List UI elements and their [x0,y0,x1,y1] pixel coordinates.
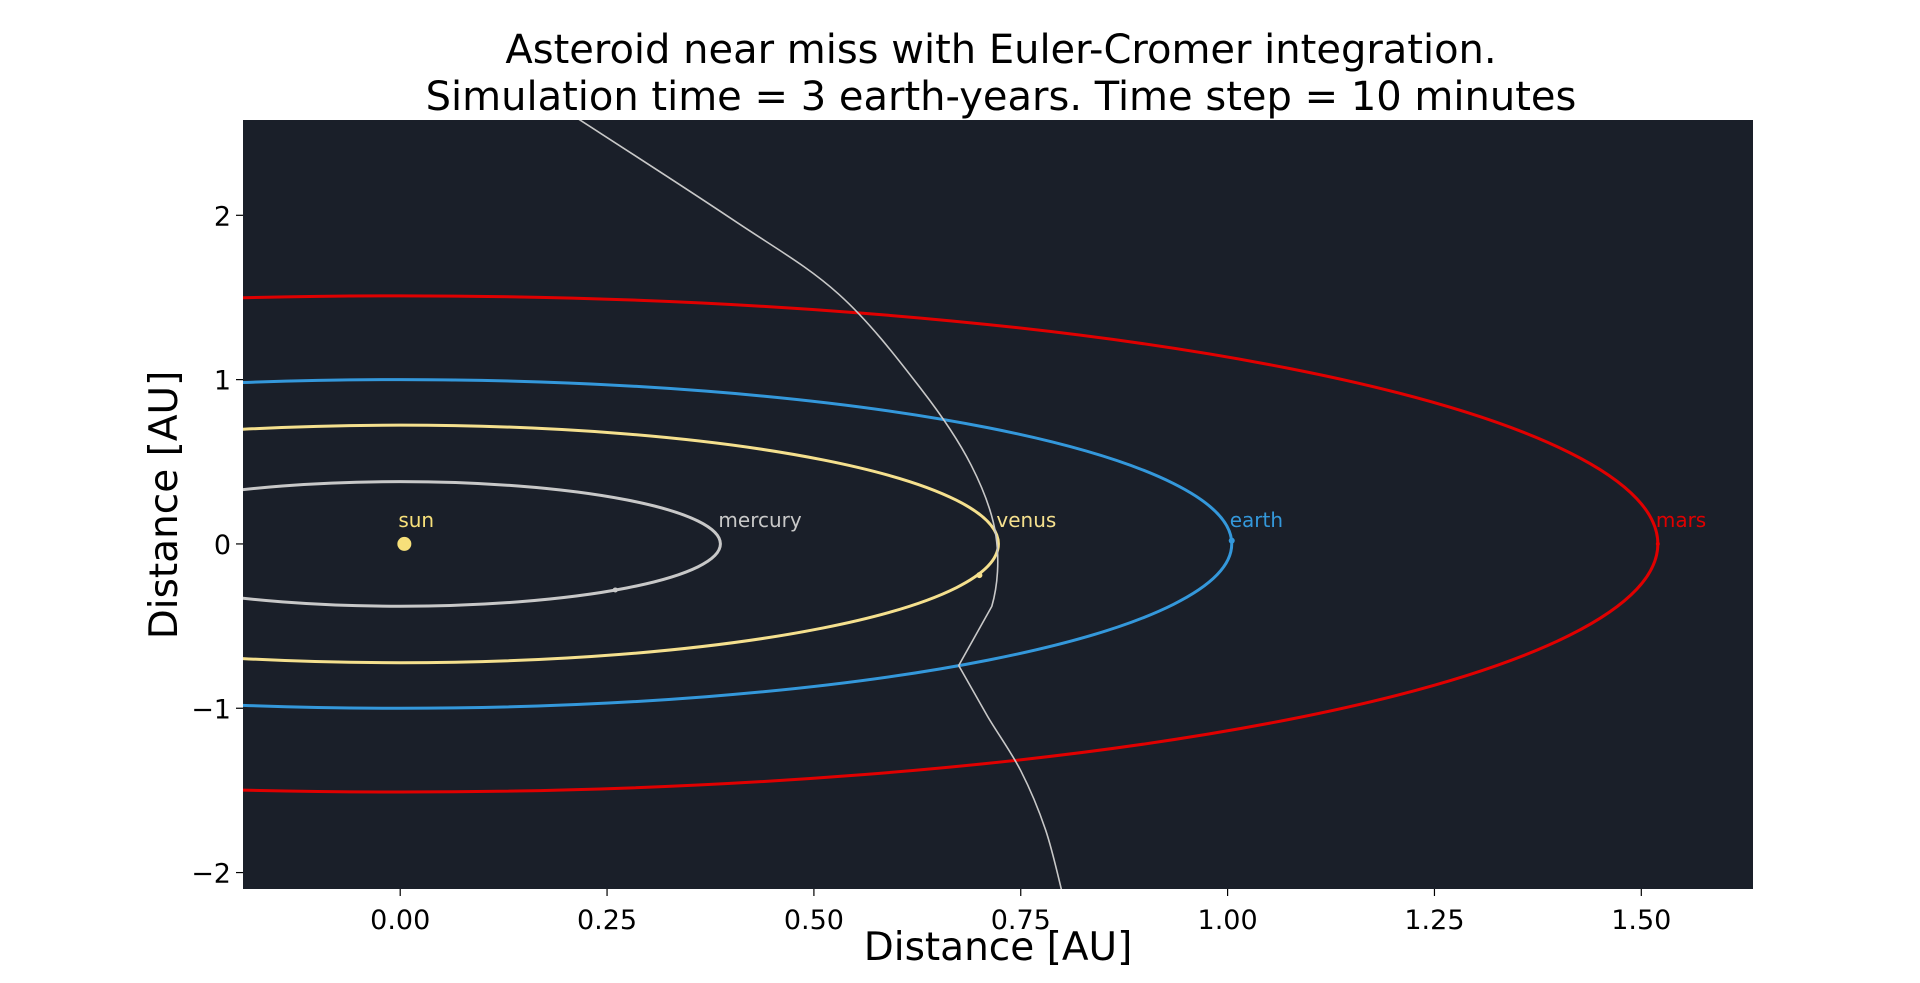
planet-venus [976,572,983,579]
x-tick-label: 0.25 [577,905,637,936]
x-axis-label: Distance [AU] [864,925,1133,970]
y-tick-label: 1 [214,366,231,397]
x-tick-label: 1.00 [1198,905,1258,936]
label-venus: venus [996,508,1056,532]
y-tick-label: 0 [214,530,231,561]
y-axis-label: Distance [AU] [142,371,187,640]
x-tick-label: 0.00 [370,905,430,936]
planet-mars [1655,541,1660,546]
label-sun: sun [398,508,434,532]
chart-title-line-2: Simulation time = 3 earth-years. Time st… [426,74,1577,120]
plot-area [243,120,1753,889]
y-tick-label: −1 [191,694,231,725]
x-axis: 0.00 0.25 0.50 0.75 1.00 1.25 1.50 [370,889,1671,936]
label-mercury: mercury [718,508,801,532]
y-tick-label: 2 [214,201,231,232]
label-earth: earth [1230,508,1283,532]
orbit-mercury [243,480,722,608]
planet-earth [1228,537,1235,544]
x-tick-label: 0.50 [784,905,844,936]
y-tick-label: −2 [191,859,231,890]
planet-mercury [612,587,618,593]
label-mars: mars [1656,508,1706,532]
x-tick-label: 0.75 [991,905,1051,936]
x-tick-label: 1.50 [1611,905,1671,936]
y-axis: 2 1 0 −1 −2 [191,201,243,890]
sun-marker [397,536,412,551]
asteroid-trajectory [578,120,1063,889]
chart-title-line-1: Asteroid near miss with Euler-Cromer int… [505,27,1496,73]
x-tick-label: 1.25 [1404,905,1464,936]
bodies: mercury venus earth mars sun [397,508,1706,593]
orbit-venus [243,423,1000,665]
orbit-earth [243,378,1233,710]
